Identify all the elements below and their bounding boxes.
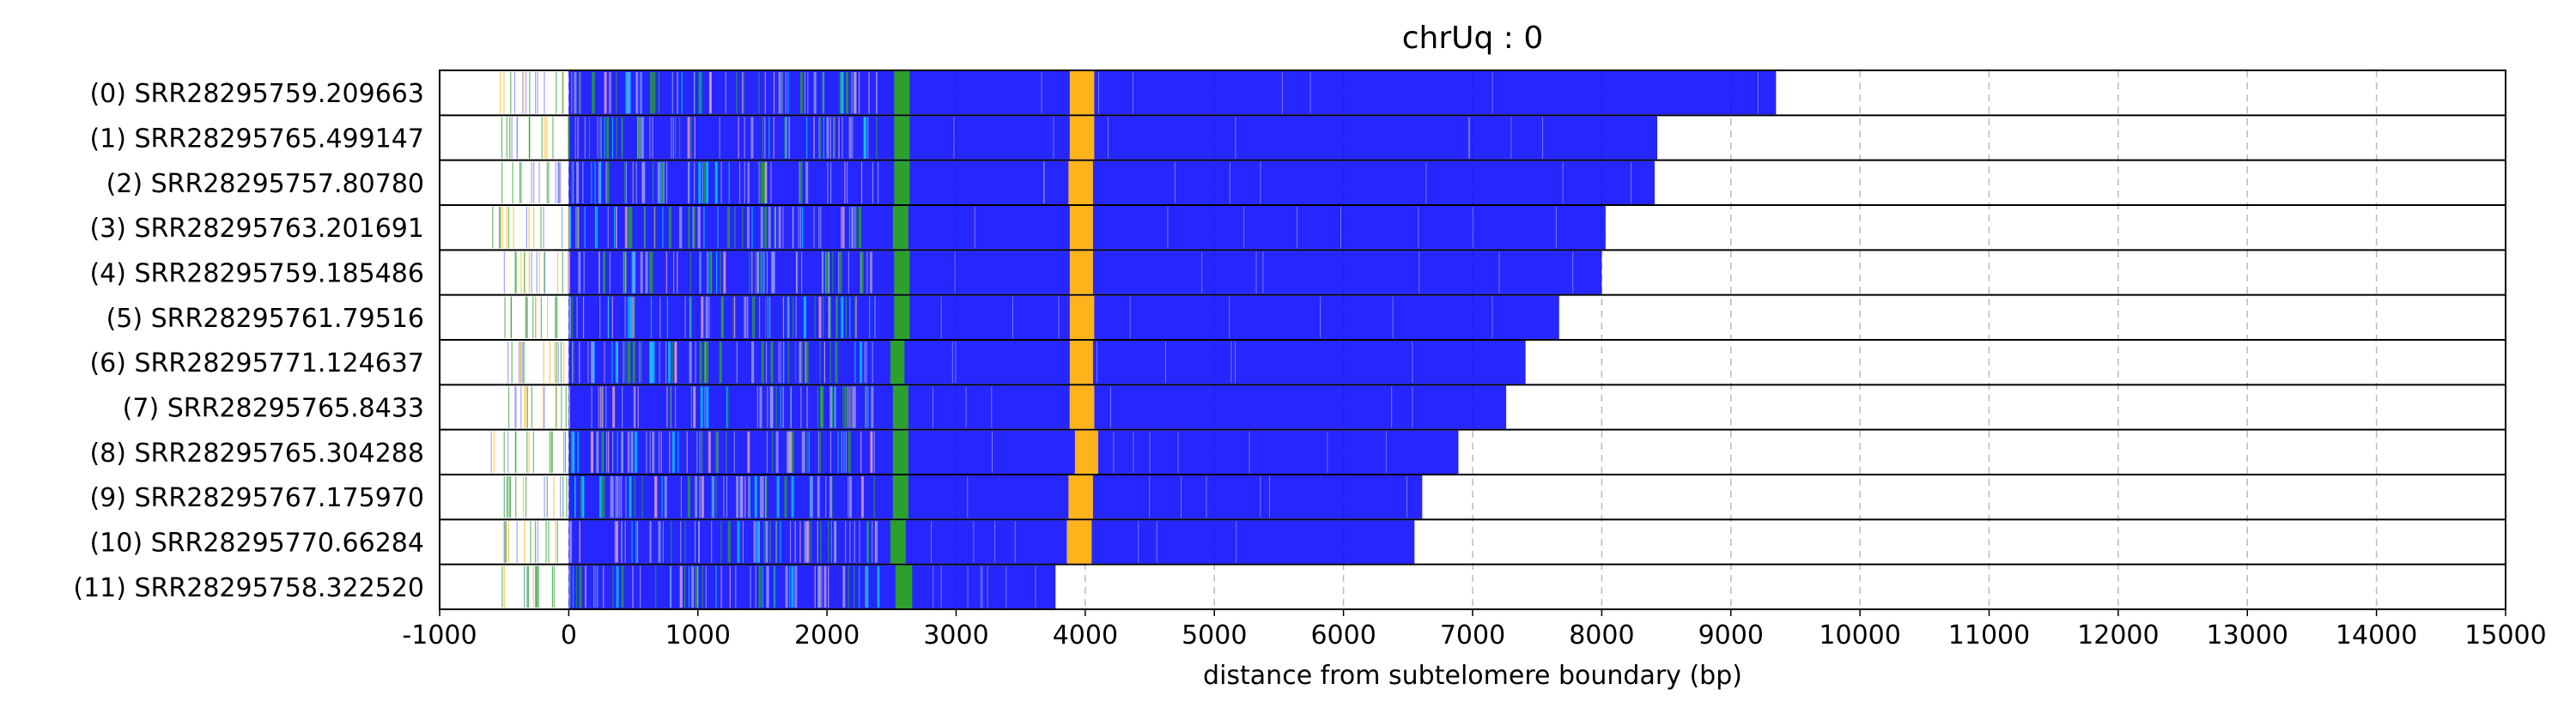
read-label: (10) SRR28295770.66284 <box>89 529 424 559</box>
x-tick-label: -1000 <box>402 620 477 650</box>
read-label: (9) SRR28295767.175970 <box>89 483 424 513</box>
green-block <box>892 385 908 429</box>
x-tick-label: 11000 <box>1948 620 2030 650</box>
x-axis-label: distance from subtelomere boundary (bp) <box>1203 661 1742 691</box>
orange-block <box>1069 206 1093 250</box>
x-tick-label: 1000 <box>665 620 731 650</box>
read-bar <box>568 71 1777 115</box>
x-tick-label: 14000 <box>2336 620 2417 650</box>
x-tick-label: 0 <box>561 620 577 650</box>
x-tick-label: 9000 <box>1698 620 1764 650</box>
read-bar <box>568 475 1423 519</box>
green-block <box>892 475 908 519</box>
green-block <box>892 430 908 474</box>
green-block <box>894 295 910 339</box>
chart-title: chrUq : 0 <box>1402 21 1544 56</box>
orange-block <box>1068 475 1093 519</box>
green-block <box>892 206 908 250</box>
read-bar <box>568 520 1415 564</box>
green-block <box>894 116 910 160</box>
x-tick-label: 8000 <box>1569 620 1634 650</box>
green-block <box>894 160 910 204</box>
x-tick-label: 2000 <box>794 620 860 650</box>
x-tick-label: 15000 <box>2464 620 2546 650</box>
read-label: (11) SRR28295758.322520 <box>73 573 424 603</box>
read-label: (1) SRR28295765.499147 <box>89 124 424 154</box>
green-block <box>890 341 905 384</box>
plot-frame <box>439 70 2506 610</box>
green-block <box>894 251 910 294</box>
read-label: (0) SRR28295759.209663 <box>89 79 424 109</box>
green-block <box>890 520 906 564</box>
orange-block <box>1074 430 1098 474</box>
orange-block <box>1069 295 1095 339</box>
read-label: (6) SRR28295771.124637 <box>89 348 424 378</box>
green-block <box>895 565 913 608</box>
orange-block <box>1066 520 1092 564</box>
read-bar <box>568 565 1056 608</box>
read-label: (8) SRR28295765.304288 <box>89 439 424 469</box>
orange-block <box>1069 71 1095 115</box>
read-bar <box>568 160 1656 204</box>
read-bar <box>568 341 1526 384</box>
green-block <box>894 71 910 115</box>
read-bar <box>568 385 1507 429</box>
orange-block <box>1069 251 1093 294</box>
read-bar <box>568 116 1658 160</box>
read-label: (2) SRR28295757.80780 <box>106 169 424 199</box>
orange-block <box>1069 341 1093 384</box>
x-tick-label: 3000 <box>923 620 988 650</box>
x-tick-label: 5000 <box>1182 620 1247 650</box>
x-tick-label: 10000 <box>1819 620 1900 650</box>
read-label: (3) SRR28295763.201691 <box>89 214 424 244</box>
x-axis-ticks: -1000 0 1000 2000 3000 4000 5000 6000 7000 8000 90… <box>402 609 2547 650</box>
x-tick-label: 13000 <box>2207 620 2288 650</box>
read-label: (5) SRR28295761.79516 <box>106 304 424 334</box>
read-label: (4) SRR28295759.185486 <box>89 259 424 289</box>
x-tick-label: 6000 <box>1310 620 1376 650</box>
orange-block <box>1069 385 1095 429</box>
read-bar <box>568 295 1559 339</box>
orange-block <box>1068 160 1093 204</box>
x-tick-label: 4000 <box>1053 620 1118 650</box>
read-labels: (0) SRR28295759.209663 (1) SRR28295765.49… <box>73 79 424 603</box>
read-bars <box>440 71 2506 610</box>
orange-block <box>1069 116 1095 160</box>
x-tick-label: 7000 <box>1440 620 1505 650</box>
read-label: (7) SRR28295765.8433 <box>123 394 424 424</box>
x-tick-label: 12000 <box>2077 620 2159 650</box>
